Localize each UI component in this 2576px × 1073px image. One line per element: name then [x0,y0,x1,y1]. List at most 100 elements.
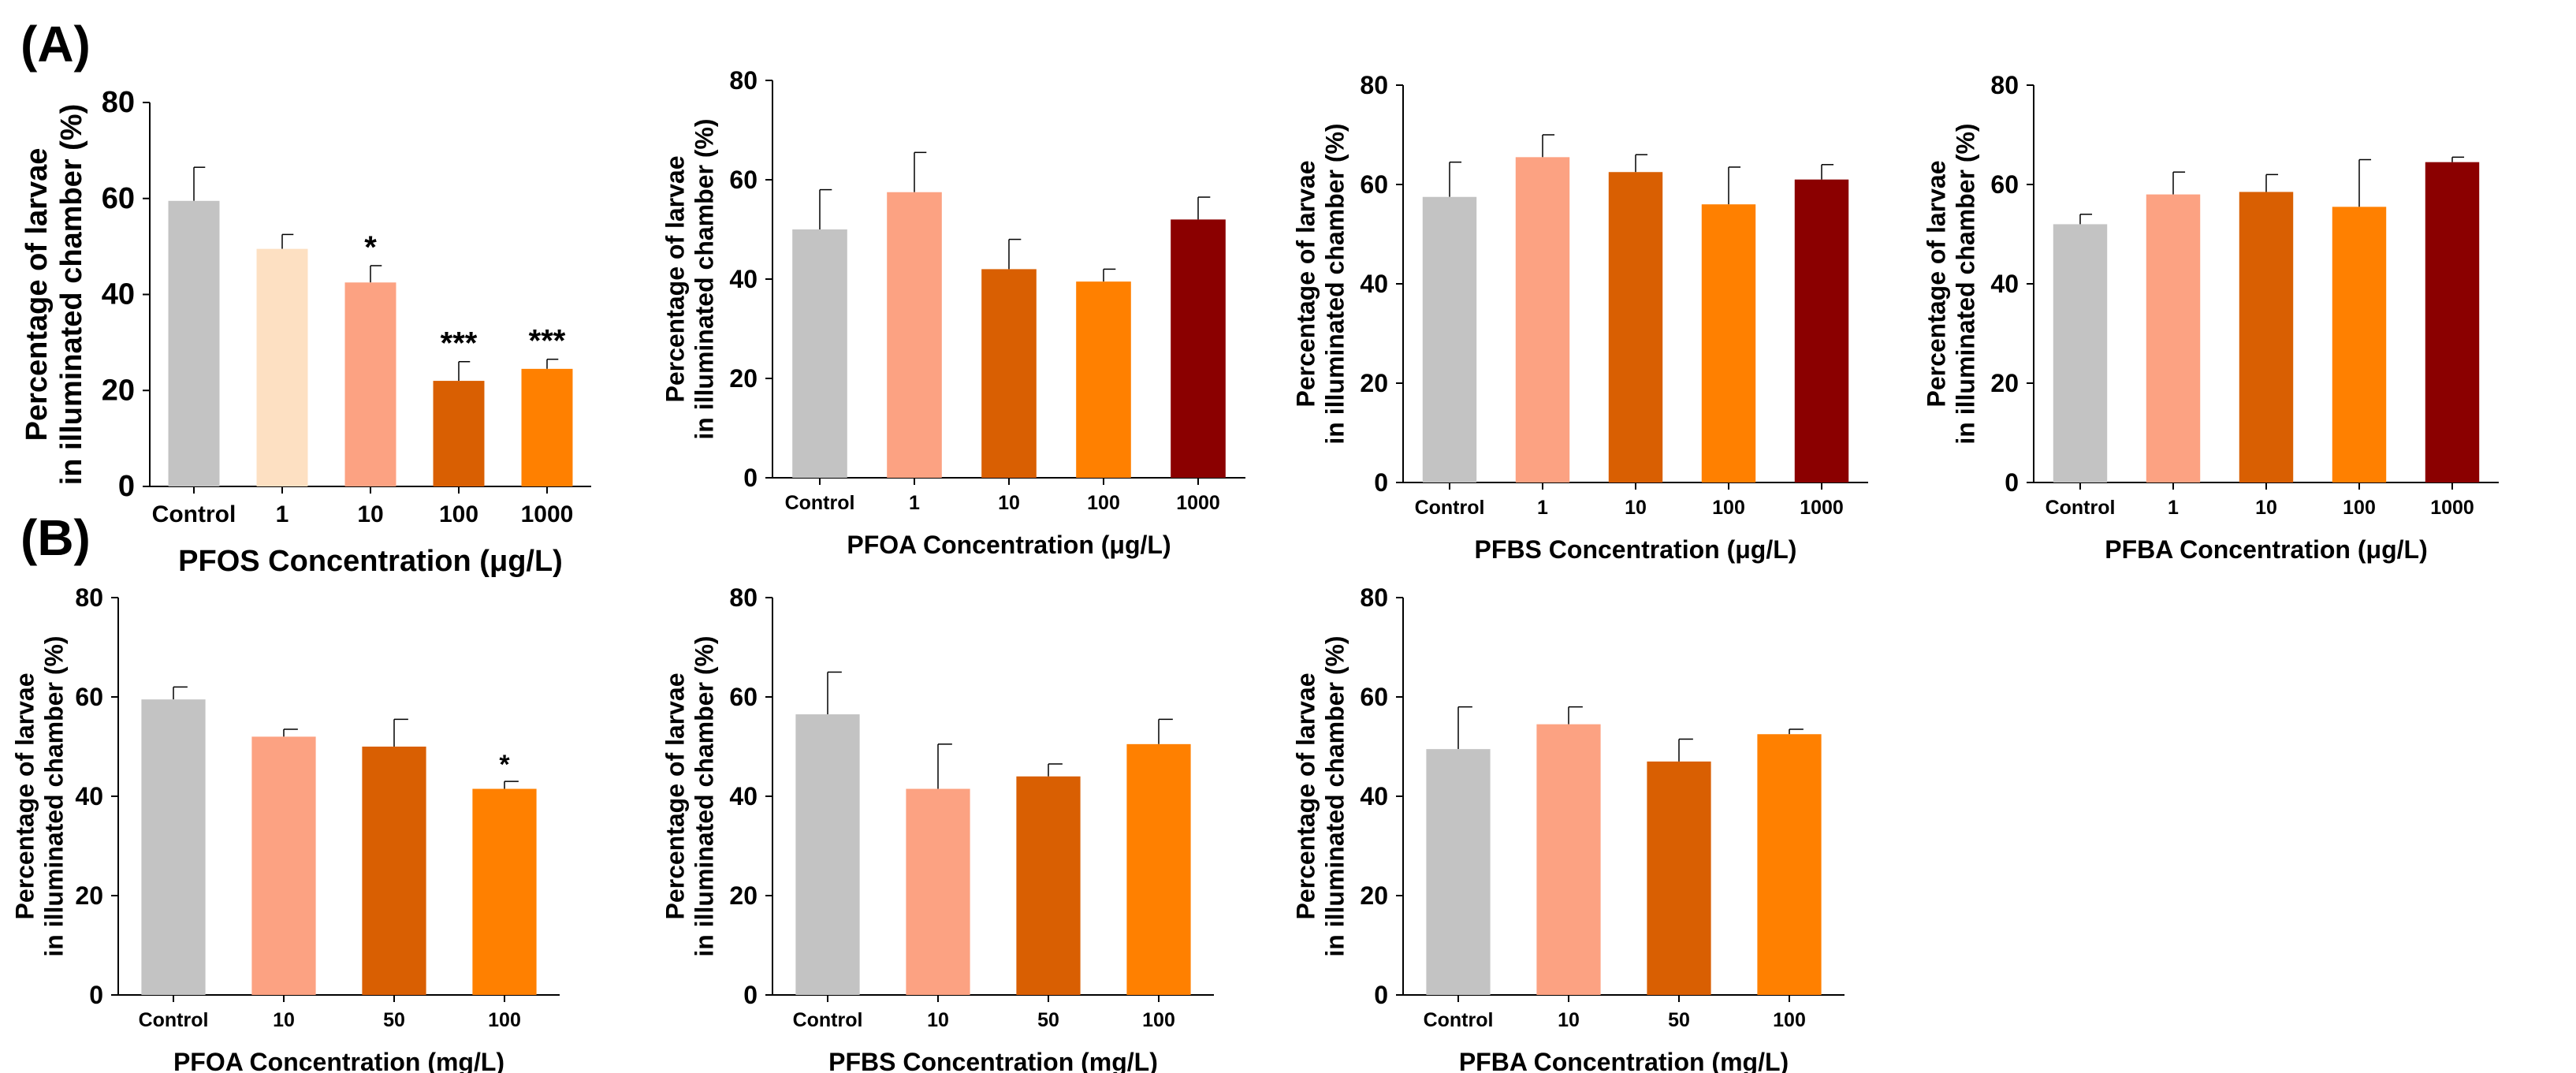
x-tick-label: 1 [909,492,920,514]
bar [1426,749,1491,995]
y-tick-label: 20 [729,881,758,910]
panel-label-b: (B) [20,509,91,566]
x-axis-title: PFOA Concentration (μg/L) [847,531,1171,559]
bar [472,788,537,995]
bar [887,192,942,478]
y-tick-label: 0 [1374,981,1388,1009]
y-tick-label: 20 [75,881,103,910]
y-tick-label: 60 [102,182,135,215]
bar [2332,207,2387,482]
y-axis-title-line1: Percentage of larvae [1292,160,1320,407]
x-axis-title: PFOA Concentration (mg/L) [173,1048,504,1073]
chart-pfos-ugl: 0 20 40 60 80 Control 1 10 * 100 *** 1000 *** PFOS Co… [20,86,591,578]
bar [344,282,396,486]
x-tick-label: 50 [383,1009,405,1031]
y-tick-label: 40 [1360,270,1388,298]
bar [1076,281,1131,478]
bar [168,200,220,486]
y-tick-label: 20 [1360,369,1388,397]
x-tick-label: 1 [1537,497,1548,519]
x-axis-title: PFBA Concentration (μg/L) [2105,535,2427,564]
y-axis-title-line1: Percentage of larvae [1292,672,1320,919]
x-tick-label: Control [2046,497,2116,519]
x-tick-label: 10 [1558,1009,1580,1031]
x-tick-label: 1 [2168,497,2179,519]
bar [141,699,206,995]
significance-marker: *** [529,324,566,359]
x-tick-label: Control [785,492,855,514]
bar [1794,179,1849,482]
y-tick-label: 20 [729,364,758,393]
y-tick-label: 80 [729,66,758,95]
x-tick-label: Control [793,1009,863,1031]
bar [2425,162,2480,482]
x-tick-label: 50 [1668,1009,1690,1031]
bar [906,788,970,995]
x-tick-label: 1000 [521,501,574,527]
x-tick-label: 10 [1625,497,1647,519]
bar [981,269,1037,478]
y-tick-label: 0 [1374,468,1388,497]
bar [433,381,485,486]
y-tick-label: 80 [729,583,758,612]
x-tick-label: Control [139,1009,209,1031]
significance-marker: *** [441,326,478,361]
chart-pfba-mgl: 0 20 40 60 80 Control 10 50 100 PFBA Concentratio… [1292,583,1845,1073]
x-tick-label: 100 [1142,1009,1175,1031]
x-tick-label: 1000 [1176,492,1220,514]
x-tick-label: 100 [1087,492,1120,514]
y-axis-title-line2: in illuminated chamber (%) [1320,635,1349,956]
bar [2053,224,2108,482]
x-tick-label: Control [1415,497,1485,519]
y-tick-label: 40 [102,278,135,311]
y-tick-label: 40 [1990,270,2019,298]
y-tick-label: 20 [1990,369,2019,397]
y-tick-label: 60 [1360,170,1388,199]
significance-marker: * [499,750,510,780]
bar [251,736,316,995]
bar [1016,776,1081,995]
y-axis-title-line2: in illuminated chamber (%) [39,635,68,956]
bar [795,714,860,995]
bar [521,368,573,486]
y-tick-label: 80 [102,86,135,119]
x-tick-label: 10 [357,501,383,527]
y-tick-label: 40 [1360,782,1388,810]
bar [1515,157,1570,482]
y-axis-title-line2: in illuminated chamber (%) [55,104,88,486]
bar [1536,724,1601,995]
y-tick-label: 40 [75,782,103,810]
bar [1422,196,1477,482]
x-tick-label: 10 [2255,497,2277,519]
y-tick-label: 20 [102,374,135,407]
x-tick-label: 10 [273,1009,295,1031]
x-axis-title: PFBA Concentration (mg/L) [1459,1048,1789,1073]
y-tick-label: 40 [729,265,758,293]
bar [1608,172,1663,482]
x-tick-label: 50 [1037,1009,1059,1031]
y-tick-label: 80 [1990,71,2019,99]
x-tick-label: 100 [2343,497,2376,519]
x-axis-title: PFBS Concentration (mg/L) [828,1048,1158,1073]
y-tick-label: 0 [743,981,758,1009]
y-tick-label: 60 [75,683,103,711]
x-tick-label: 100 [1712,497,1745,519]
y-tick-label: 0 [118,470,135,503]
x-tick-label: 1000 [2430,497,2474,519]
x-tick-label: 10 [927,1009,949,1031]
y-axis-title-line1: Percentage of larvae [1923,160,1951,407]
panel-label-a: (A) [20,16,91,73]
y-tick-label: 40 [729,782,758,810]
bar [1757,734,1822,995]
y-tick-label: 20 [1360,881,1388,910]
y-axis-title-line2: in illuminated chamber (%) [690,635,718,956]
bar [362,747,426,995]
x-axis-title: PFBS Concentration (μg/L) [1475,535,1797,564]
x-tick-label: Control [1424,1009,1494,1031]
y-axis-title-line2: in illuminated chamber (%) [1951,123,1979,444]
y-axis-title-line2: in illuminated chamber (%) [1320,123,1349,444]
